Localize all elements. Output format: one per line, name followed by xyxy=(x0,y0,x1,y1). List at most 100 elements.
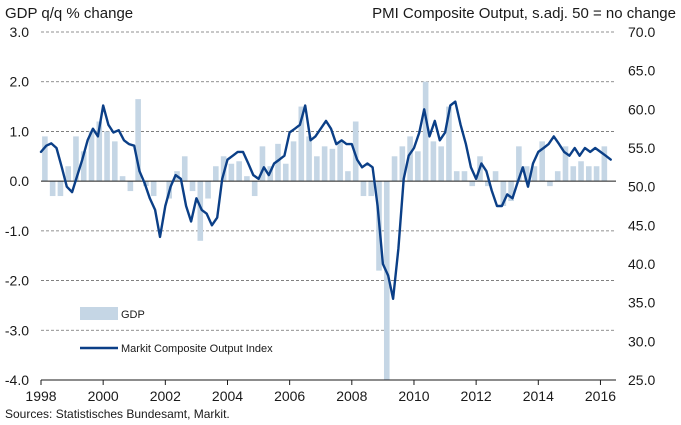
left-tick-label: -3.0 xyxy=(5,322,29,338)
right-tick-label: 65.0 xyxy=(628,63,655,79)
gdp-bar xyxy=(73,136,79,182)
gdp-bar xyxy=(259,146,266,182)
gdp-bar xyxy=(360,181,367,197)
x-axis-ticks: 1998 2000 2002 2004 2006 2008 2010 2012 2014 2016 xyxy=(25,388,616,404)
gdp-bar xyxy=(391,156,398,182)
pmi-series-line xyxy=(39,100,612,300)
gdp-bar xyxy=(197,181,204,241)
gdp-bar xyxy=(562,146,569,182)
gdp-bar xyxy=(593,166,600,182)
gdp-bar xyxy=(345,171,351,182)
gdp-bar xyxy=(383,181,390,380)
gdp-bar xyxy=(127,181,134,192)
gdp-bar xyxy=(135,99,141,182)
left-axis-ticks: 3.0 2.0 1.0 0.0 -1.0 -2.0 -3.0 -4.0 xyxy=(5,24,29,388)
gdp-bar xyxy=(337,141,343,182)
gdp-bar xyxy=(189,181,196,192)
gdp-bar xyxy=(399,146,406,182)
gdp-bar xyxy=(368,181,375,197)
gdp-bar xyxy=(578,161,584,182)
right-tick-label: 45.0 xyxy=(628,217,655,233)
gdp-bar xyxy=(547,181,553,187)
gdp-bar xyxy=(469,181,476,187)
gdp-bar xyxy=(104,131,110,182)
gdp-bar xyxy=(461,171,468,182)
gdp-bar xyxy=(531,166,538,182)
gdp-bar xyxy=(181,156,188,182)
gdp-bar xyxy=(539,141,545,182)
left-tick-label: -1.0 xyxy=(5,223,29,239)
gdp-bar xyxy=(80,151,87,182)
x-tick-label: 2012 xyxy=(461,388,492,404)
x-tick-label: 2016 xyxy=(585,388,616,404)
x-tick-label: 2010 xyxy=(398,388,429,404)
legend-pmi-label: Markit Composite Output Index xyxy=(121,343,273,355)
left-tick-label: -4.0 xyxy=(5,372,29,388)
gdp-bar xyxy=(314,156,320,182)
left-tick-label: 2.0 xyxy=(10,74,30,90)
right-tick-label: 40.0 xyxy=(628,256,655,272)
legend-gdp-swatch xyxy=(80,307,118,320)
gdp-bar xyxy=(500,181,507,206)
right-axis-ticks: 70.0 65.0 60.0 55.0 50.0 45.0 40.0 35.0 30.0 25.0 xyxy=(628,24,655,388)
x-tick-label: 2008 xyxy=(336,388,367,404)
x-tick-label: 2000 xyxy=(88,388,119,404)
gdp-bar xyxy=(96,121,103,182)
gdp-bar xyxy=(236,161,242,182)
x-tick-label: 2006 xyxy=(274,388,305,404)
gdp-bar xyxy=(422,81,429,182)
gdp-bar xyxy=(88,131,95,182)
right-tick-label: 35.0 xyxy=(628,295,655,311)
gdp-bar xyxy=(570,166,577,182)
gdp-bar xyxy=(282,163,289,182)
x-tick-label: 2002 xyxy=(150,388,181,404)
gdp-bar xyxy=(306,136,312,182)
gridlines xyxy=(41,31,616,331)
right-axis-title: PMI Composite Output, s.adj. 50 = no cha… xyxy=(372,5,676,22)
gdp-bar xyxy=(213,166,219,182)
gdp-bar xyxy=(516,146,522,182)
gdp-bar xyxy=(415,151,421,182)
gdp-bar xyxy=(42,136,48,182)
gdp-bar xyxy=(492,171,499,182)
gdp-bar xyxy=(244,176,250,182)
gdp-bar xyxy=(484,181,491,187)
gdp-bar xyxy=(119,176,126,182)
gdp-bar xyxy=(407,136,413,182)
left-tick-label: 0.0 xyxy=(10,173,30,189)
left-tick-label: 1.0 xyxy=(10,123,30,139)
gdp-bar xyxy=(290,141,297,182)
gdp-bar xyxy=(220,156,227,182)
right-tick-label: 60.0 xyxy=(628,101,655,117)
gdp-bar xyxy=(438,146,444,182)
gdp-bar xyxy=(601,146,608,182)
left-tick-label: 3.0 xyxy=(10,24,30,40)
right-tick-label: 70.0 xyxy=(628,24,655,40)
gdp-bar xyxy=(453,171,460,182)
gdp-bar xyxy=(321,146,328,182)
gdp-bar xyxy=(554,171,561,182)
right-tick-label: 25.0 xyxy=(628,372,655,388)
right-tick-label: 55.0 xyxy=(628,140,655,156)
x-tick-label: 2004 xyxy=(212,388,243,404)
source-note: Sources: Statistisches Bundesamt, Markit… xyxy=(5,407,230,421)
gdp-bar xyxy=(228,163,235,182)
gdp-bar xyxy=(150,181,157,197)
gdp-bar xyxy=(430,141,437,182)
gdp-bar xyxy=(49,181,56,197)
legend-gdp-label: GDP xyxy=(121,309,145,321)
gdp-bar xyxy=(65,166,71,182)
gdp-bar xyxy=(523,166,530,182)
gdp-bar xyxy=(446,106,452,182)
gdp-bar xyxy=(298,106,305,182)
left-tick-label: -2.0 xyxy=(5,273,29,289)
x-tick-marks xyxy=(40,380,601,385)
gdp-bar xyxy=(57,181,64,197)
gdp-bar xyxy=(352,121,359,182)
gdp-bar xyxy=(508,181,514,202)
gdp-bar xyxy=(112,141,118,182)
gdp-bar xyxy=(586,166,592,182)
right-tick-label: 30.0 xyxy=(628,333,655,349)
